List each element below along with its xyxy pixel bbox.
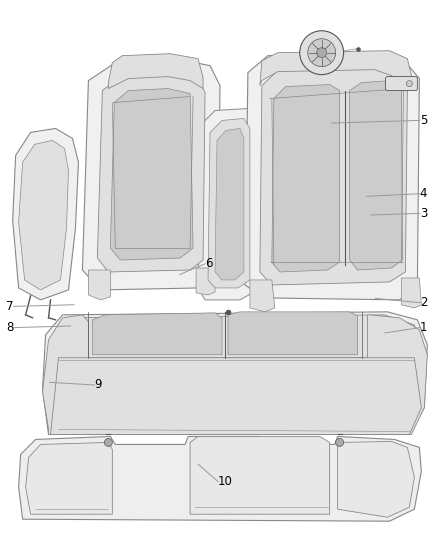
Circle shape bbox=[406, 80, 413, 86]
Circle shape bbox=[300, 31, 343, 75]
Text: 7: 7 bbox=[6, 300, 14, 313]
Text: 9: 9 bbox=[95, 378, 102, 391]
Text: 10: 10 bbox=[218, 475, 233, 488]
Circle shape bbox=[336, 439, 343, 447]
Polygon shape bbox=[208, 118, 250, 288]
Polygon shape bbox=[260, 68, 407, 285]
Polygon shape bbox=[50, 315, 421, 358]
Polygon shape bbox=[13, 128, 78, 300]
Polygon shape bbox=[245, 53, 419, 300]
Polygon shape bbox=[25, 442, 112, 514]
Polygon shape bbox=[401, 278, 421, 308]
Text: 8: 8 bbox=[7, 321, 14, 334]
Polygon shape bbox=[92, 313, 222, 355]
Polygon shape bbox=[108, 54, 203, 88]
Polygon shape bbox=[42, 312, 427, 434]
Polygon shape bbox=[97, 74, 205, 272]
Polygon shape bbox=[190, 437, 330, 514]
Text: 3: 3 bbox=[420, 207, 427, 220]
Polygon shape bbox=[215, 128, 244, 280]
FancyBboxPatch shape bbox=[385, 77, 417, 91]
Polygon shape bbox=[338, 441, 414, 517]
Polygon shape bbox=[228, 312, 357, 355]
Text: 4: 4 bbox=[420, 187, 427, 200]
Circle shape bbox=[104, 439, 112, 447]
Polygon shape bbox=[198, 109, 258, 300]
Polygon shape bbox=[19, 437, 421, 521]
Polygon shape bbox=[367, 315, 427, 434]
Polygon shape bbox=[88, 270, 110, 300]
Polygon shape bbox=[42, 315, 88, 434]
Polygon shape bbox=[82, 59, 220, 290]
Polygon shape bbox=[260, 51, 411, 86]
Text: 1: 1 bbox=[420, 321, 427, 334]
Polygon shape bbox=[196, 268, 215, 295]
Polygon shape bbox=[250, 280, 275, 312]
Circle shape bbox=[308, 39, 336, 67]
Polygon shape bbox=[350, 80, 403, 270]
Polygon shape bbox=[50, 358, 421, 434]
Text: 5: 5 bbox=[420, 114, 427, 127]
Polygon shape bbox=[272, 85, 339, 272]
Circle shape bbox=[317, 47, 327, 58]
Polygon shape bbox=[19, 140, 68, 290]
Polygon shape bbox=[110, 88, 193, 260]
Text: 6: 6 bbox=[205, 257, 212, 270]
Text: 2: 2 bbox=[420, 296, 427, 309]
